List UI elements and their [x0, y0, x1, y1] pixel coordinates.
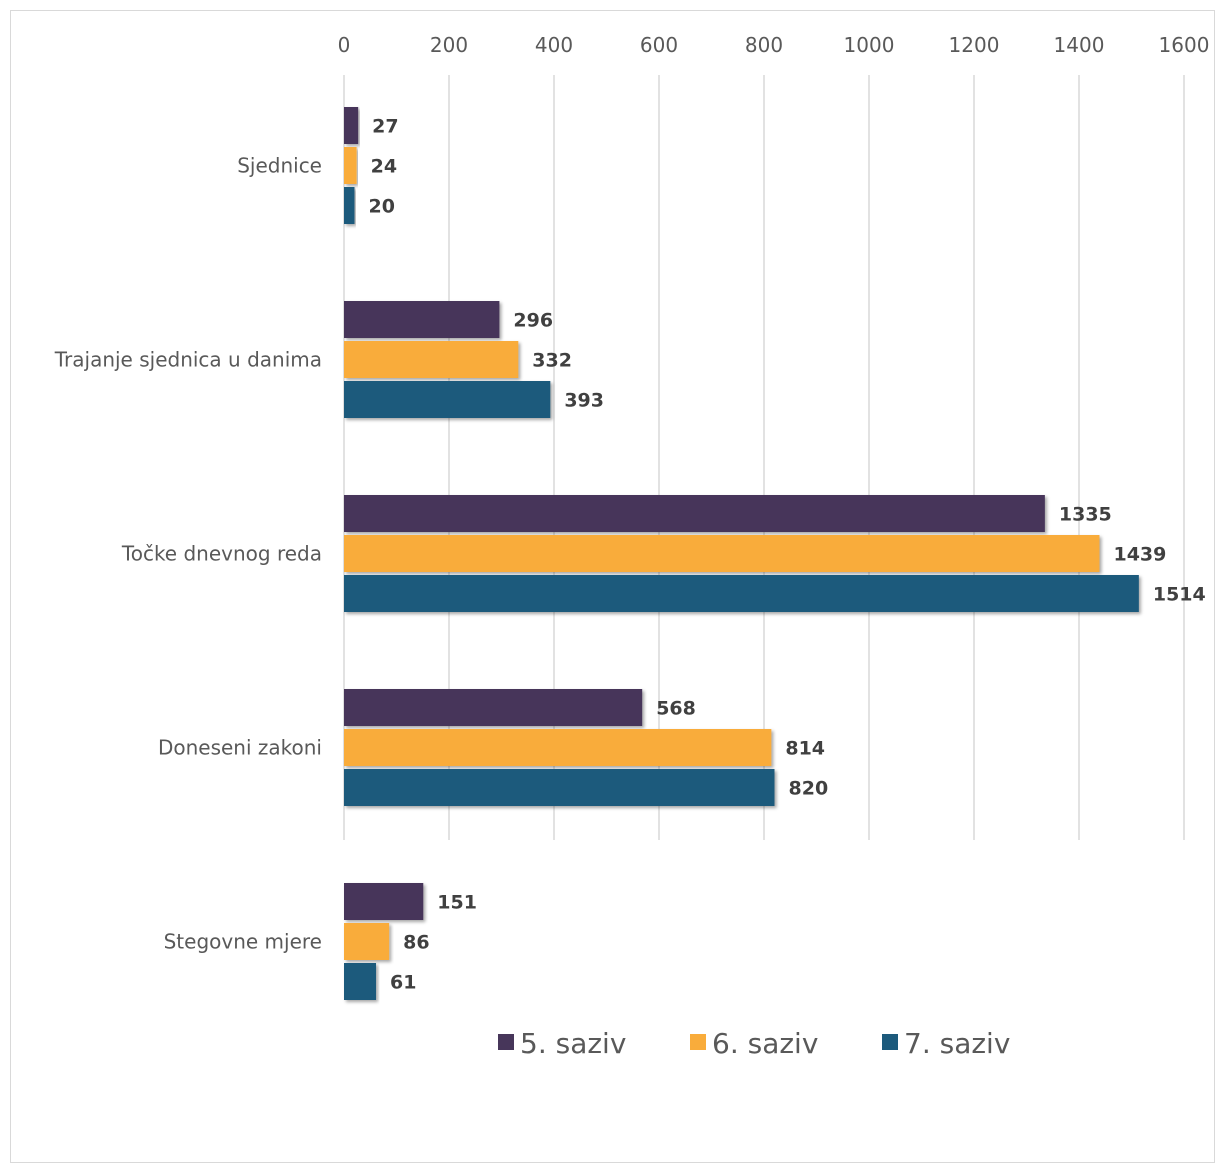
bar-6-saziv-doneseni-zakoni — [344, 729, 772, 766]
legend-swatch-5-saziv — [498, 1034, 514, 1050]
bar-6-saziv-sjednice — [344, 147, 357, 184]
data-label-5-saziv-doneseni-zakoni: 568 — [656, 698, 696, 720]
bar-6-saziv-stegovne-mjere — [344, 923, 390, 960]
chart-frame — [10, 10, 1215, 1163]
legend-label-7-saziv: 7. saziv — [904, 1027, 1010, 1060]
bar-6-saziv-trajanje-sjednica-u-danima — [344, 341, 519, 378]
category-label-tocke-dnevnog-reda: Točke dnevnog reda — [121, 542, 322, 566]
bar-6-saziv-tocke-dnevnog-reda — [344, 535, 1100, 572]
x-tick-label-1400: 1400 — [1054, 33, 1105, 57]
legend-label-5-saziv: 5. saziv — [520, 1027, 626, 1060]
data-label-7-saziv-stegovne-mjere: 61 — [390, 972, 416, 994]
x-tick-label-1200: 1200 — [949, 33, 1000, 57]
legend-swatch-7-saziv — [882, 1034, 898, 1050]
bar-5-saziv-tocke-dnevnog-reda — [344, 495, 1045, 532]
x-tick-label-1600: 1600 — [1159, 33, 1210, 57]
data-label-5-saziv-stegovne-mjere: 151 — [437, 892, 477, 914]
data-label-6-saziv-stegovne-mjere: 86 — [403, 932, 429, 954]
x-tick-label-800: 800 — [745, 33, 783, 57]
category-label-stegovne-mjere: Stegovne mjere — [164, 930, 322, 954]
bar-7-saziv-stegovne-mjere — [344, 963, 377, 1000]
category-labels: Sjednice Trajanje sjednica u danima Točke … — [54, 154, 322, 954]
bar-5-saziv-doneseni-zakoni — [344, 689, 643, 726]
data-label-6-saziv-doneseni-zakoni: 814 — [785, 738, 825, 760]
x-tick-label-200: 200 — [430, 33, 468, 57]
data-label-7-saziv-doneseni-zakoni: 820 — [789, 778, 829, 800]
data-label-5-saziv-trajanje-sjednica-u-danima: 296 — [513, 310, 553, 332]
x-tick-label-1000: 1000 — [844, 33, 895, 57]
bar-5-saziv-trajanje-sjednica-u-danima — [344, 301, 500, 338]
legend: 5. saziv 6. saziv 7. saziv — [498, 1027, 1010, 1060]
bar-7-saziv-sjednice — [344, 187, 355, 224]
bar-5-saziv-stegovne-mjere — [344, 883, 424, 920]
data-label-6-saziv-tocke-dnevnog-reda: 1439 — [1113, 544, 1166, 566]
bar-5-saziv-sjednice — [344, 107, 359, 144]
data-label-6-saziv-sjednice: 24 — [371, 156, 397, 178]
data-label-6-saziv-trajanje-sjednica-u-danima: 332 — [532, 350, 572, 372]
x-axis-tick-labels: 0 200 400 600 800 1000 1200 1400 1600 — [338, 33, 1210, 57]
category-label-sjednice: Sjednice — [237, 154, 322, 178]
bars — [344, 107, 1139, 1000]
data-label-7-saziv-tocke-dnevnog-reda: 1514 — [1153, 584, 1206, 606]
legend-swatch-6-saziv — [690, 1034, 706, 1050]
x-tick-label-0: 0 — [338, 33, 351, 57]
bar-7-saziv-doneseni-zakoni — [344, 769, 775, 806]
data-label-7-saziv-trajanje-sjednica-u-danima: 393 — [564, 390, 604, 412]
x-tick-label-600: 600 — [640, 33, 678, 57]
data-label-5-saziv-tocke-dnevnog-reda: 1335 — [1059, 504, 1112, 526]
bar-7-saziv-tocke-dnevnog-reda — [344, 575, 1139, 612]
category-label-trajanje-sjednica-u-danima: Trajanje sjednica u danima — [54, 348, 322, 372]
bar-7-saziv-trajanje-sjednica-u-danima — [344, 381, 551, 418]
legend-label-6-saziv: 6. saziv — [712, 1027, 818, 1060]
category-label-doneseni-zakoni: Doneseni zakoni — [158, 736, 322, 760]
data-label-7-saziv-sjednice: 20 — [369, 196, 395, 218]
x-tick-label-400: 400 — [535, 33, 573, 57]
data-label-5-saziv-sjednice: 27 — [372, 116, 398, 138]
